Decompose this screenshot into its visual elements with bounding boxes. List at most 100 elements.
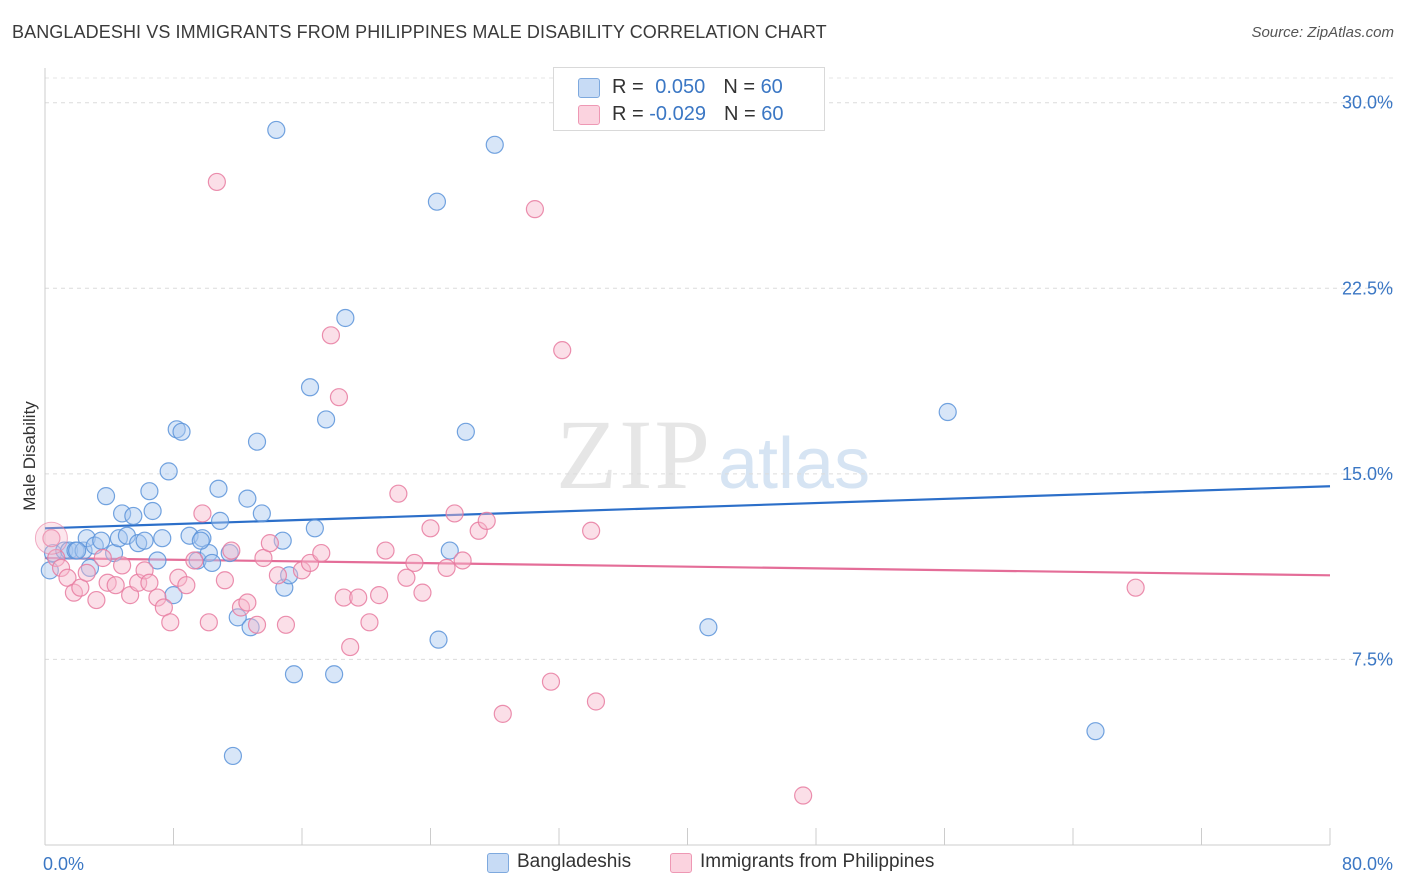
point-bangladeshis	[485, 135, 504, 154]
point-bangladeshis	[80, 558, 100, 577]
point-bangladeshis	[143, 501, 162, 521]
point-bangladeshis	[247, 432, 267, 451]
point-bangladeshis	[92, 531, 111, 550]
point-philippines	[148, 588, 167, 607]
point-bangladeshis	[96, 487, 116, 506]
point-philippines	[1126, 578, 1145, 597]
point-philippines	[215, 571, 234, 590]
point-bangladeshis	[699, 618, 718, 637]
point-philippines	[222, 541, 241, 560]
point-philippines	[193, 504, 212, 523]
point-bangladeshis	[159, 462, 178, 481]
point-philippines	[140, 573, 159, 592]
point-bangladeshis	[223, 746, 243, 766]
legend-r-value: 0.050	[655, 76, 706, 98]
point-bangladeshis	[336, 308, 355, 328]
point-philippines	[51, 558, 71, 577]
watermark-zip: ZIP	[556, 399, 712, 510]
axes	[44, 68, 1331, 846]
point-philippines	[437, 558, 456, 577]
point-bangladeshis	[284, 665, 304, 684]
point-philippines	[341, 637, 360, 657]
point-bangladeshis	[209, 479, 228, 498]
point-bangladeshis	[202, 553, 222, 573]
point-philippines	[453, 551, 472, 570]
point-philippines	[586, 692, 606, 711]
point-philippines	[477, 511, 496, 530]
point-philippines	[582, 521, 601, 540]
point-philippines	[238, 593, 257, 612]
legend-n-label: N =	[723, 76, 761, 98]
point-bangladeshis	[148, 551, 167, 570]
point-bangladeshis	[228, 608, 247, 627]
point-bangladeshis	[316, 410, 336, 429]
point-bangladeshis	[117, 526, 137, 545]
bottom-legend-label: Bangladeshis	[517, 851, 632, 872]
point-philippines	[199, 613, 218, 632]
point-philippines	[525, 200, 545, 219]
point-philippines	[794, 786, 813, 805]
point-philippines	[541, 672, 561, 691]
point-bangladeshis	[429, 630, 448, 649]
point-philippines	[405, 553, 424, 573]
point-bangladeshis	[124, 506, 143, 526]
point-bangladeshis	[300, 378, 320, 397]
x-tick-label: 0.0%	[43, 854, 84, 874]
y-tick-label: 7.5%	[1352, 649, 1393, 669]
y-tick-label: 22.5%	[1342, 278, 1393, 298]
chart-title: BANGLADESHI VS IMMIGRANTS FROM PHILIPPIN…	[12, 22, 827, 42]
stats-legend: R = 0.050 N = 60 R = -0.029 N = 60	[553, 67, 825, 131]
point-philippines	[87, 590, 106, 610]
point-philippines	[207, 172, 226, 192]
point-bangladeshis	[68, 541, 87, 560]
legend-swatch-pink	[578, 105, 600, 125]
point-philippines	[329, 388, 349, 407]
point-bangladeshis	[172, 422, 191, 441]
point-philippines	[349, 588, 368, 607]
bottom-legend-label: Immigrants from Philippines	[700, 851, 935, 872]
point-bangladeshis	[1086, 722, 1105, 741]
point-bangladeshis	[938, 402, 957, 422]
point-philippines	[177, 576, 196, 595]
point-philippines	[413, 583, 432, 602]
point-philippines	[161, 613, 180, 632]
point-philippines	[112, 556, 132, 575]
legend-n-value: 60	[760, 76, 783, 98]
point-philippines	[260, 534, 279, 553]
point-philippines	[389, 484, 408, 503]
data-points	[34, 120, 1145, 805]
point-philippines	[185, 551, 204, 570]
point-philippines	[553, 341, 572, 360]
point-bangladeshis	[252, 504, 271, 523]
legend-r-value: -0.029	[649, 103, 706, 125]
point-philippines	[445, 504, 464, 523]
point-philippines	[312, 543, 331, 563]
point-philippines	[276, 615, 296, 634]
point-philippines	[334, 588, 353, 607]
legend-swatch-blue	[578, 78, 600, 98]
legend-r-label: R =	[612, 103, 650, 125]
y-tick-labels: 7.5% 15.0% 22.5% 30.0%	[1342, 93, 1393, 670]
point-bangladeshis	[153, 529, 172, 548]
source-text: Source: ZipAtlas.com	[1251, 24, 1394, 41]
x-tick-label: 80.0%	[1342, 854, 1393, 874]
y-axis-label: Male Disability	[20, 401, 39, 511]
point-bangladeshis	[267, 120, 286, 140]
point-bangladeshis	[191, 531, 210, 550]
point-bangladeshis	[135, 531, 154, 550]
legend-n-value: 60	[761, 103, 784, 125]
point-philippines	[93, 548, 112, 568]
point-bangladeshis	[140, 482, 159, 501]
point-philippines	[360, 613, 379, 632]
point-bangladeshis	[210, 511, 230, 530]
legend-r-label: R =	[612, 76, 650, 98]
point-philippines	[397, 568, 416, 587]
point-philippines	[493, 704, 512, 723]
point-philippines	[42, 529, 61, 548]
point-bangladeshis	[440, 541, 459, 560]
bottom-legend-swatch-pink	[670, 853, 692, 873]
point-philippines	[247, 615, 267, 634]
watermark-atlas: atlas	[718, 424, 870, 504]
point-bangladeshis	[427, 192, 447, 211]
point-philippines	[370, 586, 389, 605]
